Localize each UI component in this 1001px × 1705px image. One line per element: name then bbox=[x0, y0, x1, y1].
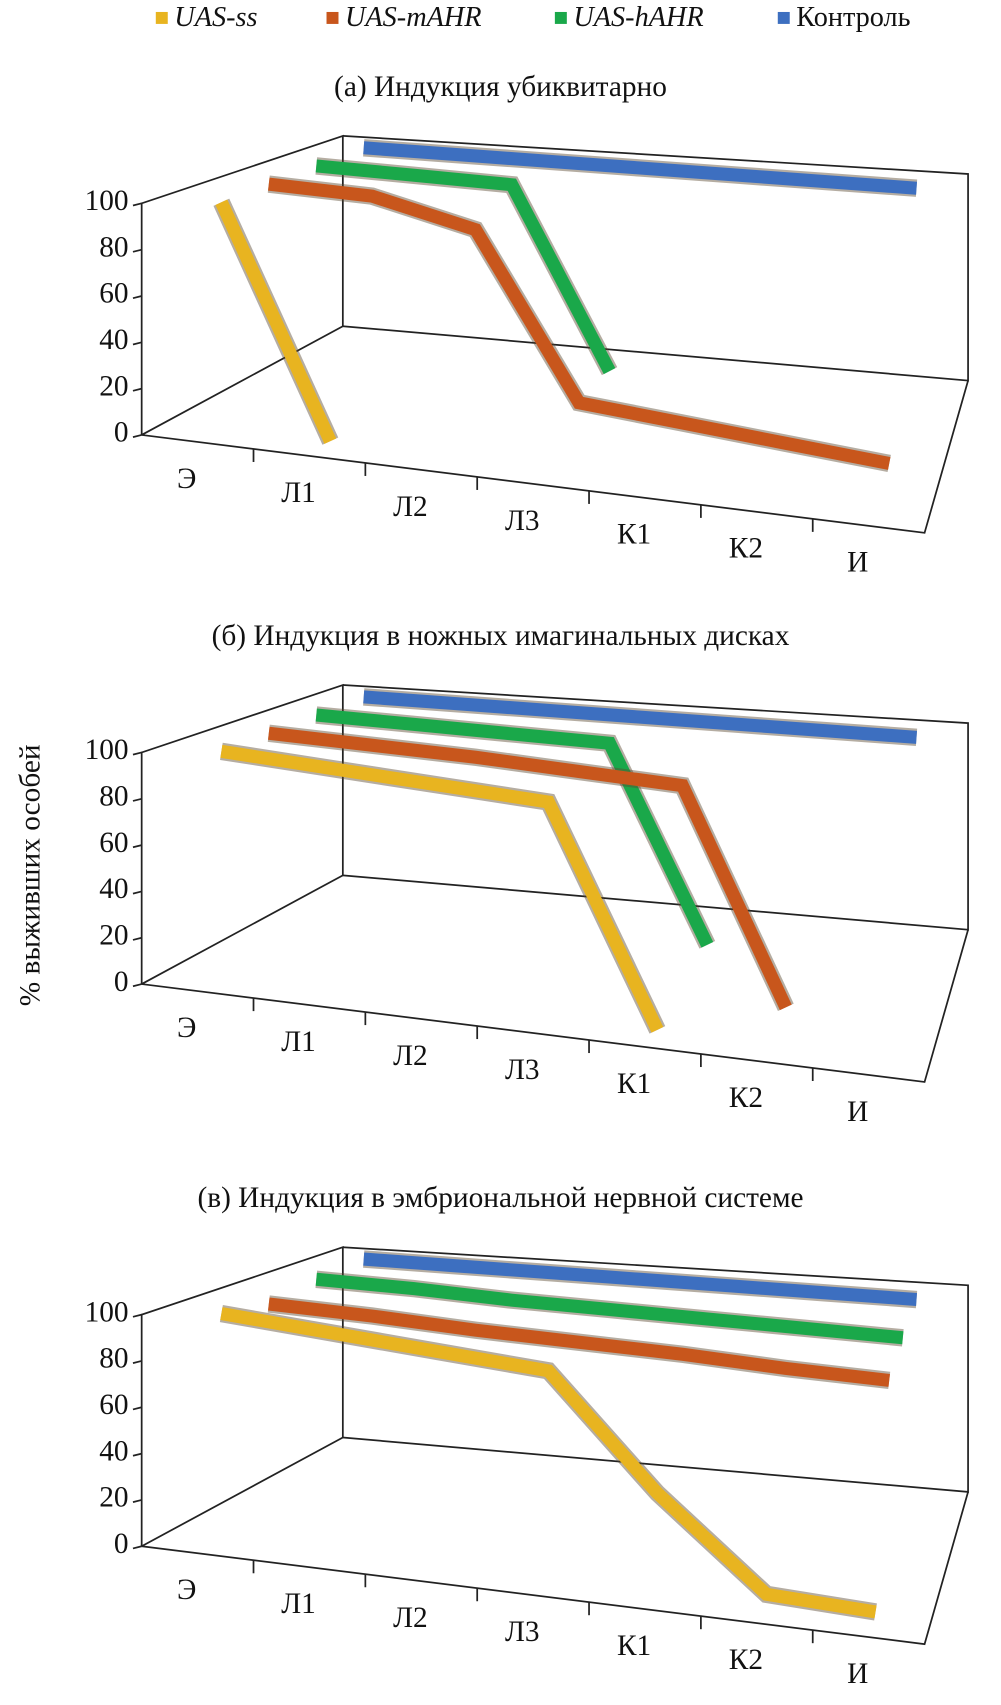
series-line bbox=[215, 199, 337, 444]
x-tick-label: К2 bbox=[729, 1644, 763, 1676]
series-line bbox=[268, 177, 891, 470]
x-tick-label: И bbox=[847, 1658, 868, 1690]
y-tick bbox=[132, 844, 142, 849]
x-tick-label: Э bbox=[177, 1574, 196, 1606]
series-line bbox=[363, 141, 918, 195]
y-tick-label: 60 bbox=[99, 278, 128, 310]
series-line bbox=[268, 726, 792, 1011]
x-tick-label: И bbox=[847, 547, 868, 579]
x-tick-label: Э bbox=[177, 1012, 196, 1044]
series-line bbox=[268, 1297, 890, 1387]
y-tick bbox=[132, 434, 142, 438]
x-tick-label: Л3 bbox=[505, 505, 540, 537]
x-tick-label: Л2 bbox=[393, 1602, 428, 1634]
y-tick-label: 40 bbox=[99, 1435, 128, 1467]
left-wall bbox=[140, 1246, 344, 1548]
y-tick bbox=[132, 751, 142, 756]
x-tick-label: Л2 bbox=[393, 1040, 428, 1072]
y-tick bbox=[132, 341, 142, 346]
panel-title: (б) Индукция в ножных имагинальных диска… bbox=[212, 620, 790, 652]
series-line bbox=[220, 1307, 877, 1619]
y-tick bbox=[132, 1545, 142, 1550]
x-tick-label: Э bbox=[177, 463, 196, 495]
x-tick-label: Л1 bbox=[281, 1026, 316, 1058]
x-tick-label: К1 bbox=[617, 1068, 651, 1100]
x-tick-label: Л1 bbox=[281, 477, 316, 509]
y-tick bbox=[132, 1499, 142, 1503]
series-line bbox=[220, 744, 664, 1033]
x-tick-label: К1 bbox=[617, 519, 651, 551]
y-tick-label: 0 bbox=[114, 417, 129, 449]
legend-label: UAS-ss bbox=[174, 2, 257, 33]
x-tick-label: К2 bbox=[729, 533, 763, 565]
y-tick bbox=[132, 1406, 142, 1411]
back-wall bbox=[342, 135, 969, 382]
y-tick-label: 100 bbox=[85, 185, 129, 217]
y-tick-label: 100 bbox=[85, 1296, 129, 1328]
y-axis-label: % выживших особей bbox=[15, 744, 47, 1006]
floor bbox=[141, 929, 969, 1083]
legend-swatch bbox=[777, 11, 790, 24]
y-tick bbox=[132, 248, 142, 253]
y-tick-label: 40 bbox=[99, 324, 128, 356]
series-line bbox=[363, 690, 918, 744]
legend-swatch bbox=[554, 11, 567, 24]
y-tick bbox=[132, 295, 142, 300]
y-tick bbox=[132, 890, 142, 895]
back-wall bbox=[342, 1246, 969, 1493]
x-tick-label: Л3 bbox=[505, 1616, 540, 1648]
x-tick-label: Л2 bbox=[393, 491, 428, 523]
y-tick bbox=[132, 1452, 142, 1457]
y-tick bbox=[132, 936, 142, 941]
series-line bbox=[315, 1272, 904, 1345]
y-tick-label: 20 bbox=[99, 919, 128, 951]
y-tick-label: 60 bbox=[99, 1389, 128, 1421]
y-tick-label: 100 bbox=[85, 734, 129, 766]
floor bbox=[141, 1491, 969, 1646]
series-line bbox=[315, 159, 616, 375]
panel-title: (а) Индукция убиквитарно bbox=[334, 71, 667, 103]
panel-title: (в) Индукция в эмбриональной нервной сис… bbox=[197, 1182, 803, 1214]
y-tick bbox=[132, 797, 142, 802]
y-tick-label: 20 bbox=[99, 370, 128, 402]
x-tick-label: И bbox=[847, 1096, 868, 1128]
y-tick-label: 0 bbox=[114, 1528, 129, 1560]
y-tick-label: 80 bbox=[99, 231, 128, 263]
x-tick-label: К2 bbox=[729, 1082, 763, 1114]
x-tick-label: Л3 bbox=[505, 1054, 540, 1086]
x-tick-label: К1 bbox=[617, 1630, 651, 1662]
y-tick bbox=[132, 387, 142, 392]
y-tick bbox=[132, 202, 142, 207]
legend-label: Контроль bbox=[796, 2, 910, 33]
series-line bbox=[363, 1252, 918, 1307]
back-wall bbox=[342, 684, 969, 931]
y-tick-label: 60 bbox=[99, 827, 128, 859]
legend-label: UAS-hAHR bbox=[573, 2, 703, 33]
series-line bbox=[315, 708, 714, 948]
line-edge bbox=[219, 1304, 877, 1621]
y-tick-label: 0 bbox=[114, 966, 129, 998]
x-tick-label: Л1 bbox=[281, 1588, 316, 1620]
y-tick-label: 80 bbox=[99, 1343, 128, 1375]
y-tick-label: 80 bbox=[99, 781, 128, 813]
y-tick-label: 20 bbox=[99, 1482, 128, 1514]
y-tick bbox=[132, 1360, 142, 1364]
y-tick-label: 40 bbox=[99, 873, 128, 905]
floor bbox=[141, 380, 969, 534]
legend-swatch bbox=[326, 11, 339, 24]
y-tick bbox=[132, 983, 142, 988]
legend-swatch bbox=[155, 11, 168, 24]
legend-label: UAS-mAHR bbox=[345, 2, 482, 33]
y-tick bbox=[132, 1313, 142, 1318]
